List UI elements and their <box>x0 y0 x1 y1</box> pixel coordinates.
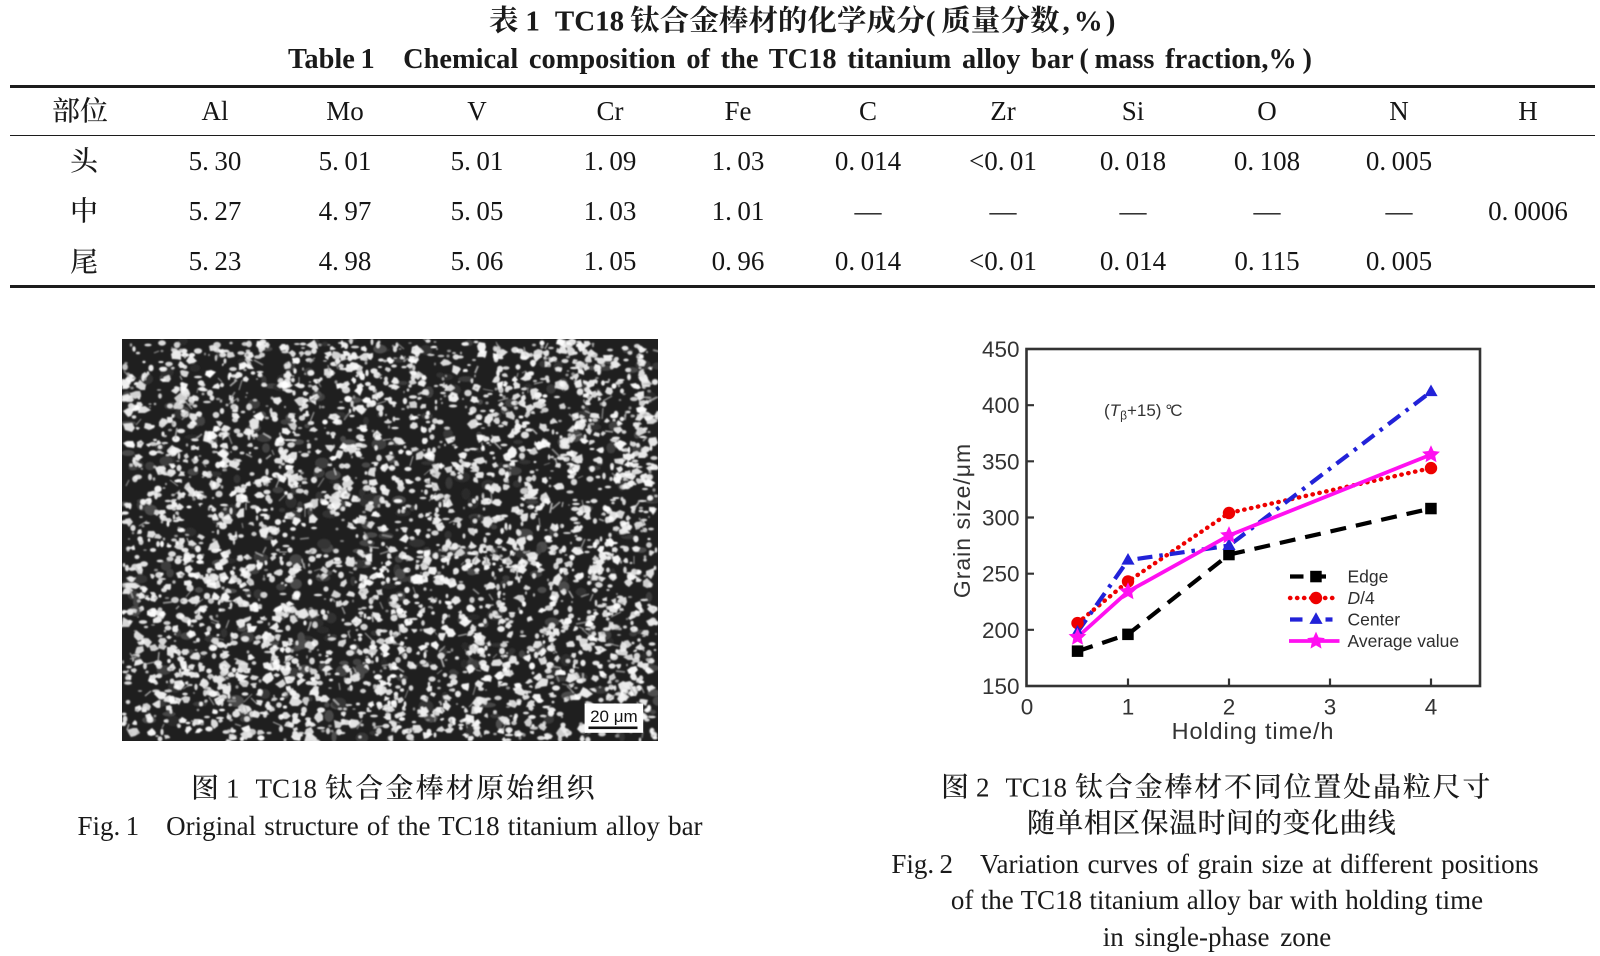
svg-text:Edge: Edge <box>1348 567 1389 587</box>
svg-text:4: 4 <box>1425 695 1438 720</box>
svg-text:(: ( <box>925 6 935 38</box>
svg-text:%: % <box>1074 6 1103 38</box>
svg-text:): ) <box>1106 6 1116 38</box>
svg-text:150: 150 <box>982 674 1020 699</box>
svg-text:0: 0 <box>1021 695 1034 720</box>
svg-text:3: 3 <box>1324 695 1337 720</box>
svg-text:2: 2 <box>1223 695 1236 720</box>
svg-text:300: 300 <box>982 506 1020 531</box>
svg-text:Grain size/μm: Grain size/μm <box>949 443 975 598</box>
svg-text:Holding time/h: Holding time/h <box>1172 718 1335 744</box>
svg-text:(Tβ+15)°C: (Tβ+15) °C <box>1104 401 1182 423</box>
svg-text:450: 450 <box>982 337 1020 362</box>
svg-text:400: 400 <box>982 393 1020 418</box>
svg-text:350: 350 <box>982 449 1020 474</box>
svg-text:1: 1 <box>1122 695 1135 720</box>
svg-text:20 μm: 20 μm <box>590 707 638 726</box>
svg-text:TC18: TC18 <box>256 774 318 804</box>
svg-text:1: 1 <box>525 6 540 38</box>
svg-text:250: 250 <box>982 562 1020 587</box>
svg-text:1: 1 <box>226 774 240 804</box>
svg-text:,: , <box>1062 6 1069 38</box>
svg-text:Average value: Average value <box>1348 631 1460 651</box>
svg-text:TC18: TC18 <box>555 6 624 38</box>
svg-text:2: 2 <box>976 773 990 803</box>
svg-text:Center: Center <box>1348 610 1401 630</box>
svg-text:D/4: D/4 <box>1348 588 1376 608</box>
svg-text:TC18: TC18 <box>1006 773 1068 803</box>
svg-text:200: 200 <box>982 618 1020 643</box>
